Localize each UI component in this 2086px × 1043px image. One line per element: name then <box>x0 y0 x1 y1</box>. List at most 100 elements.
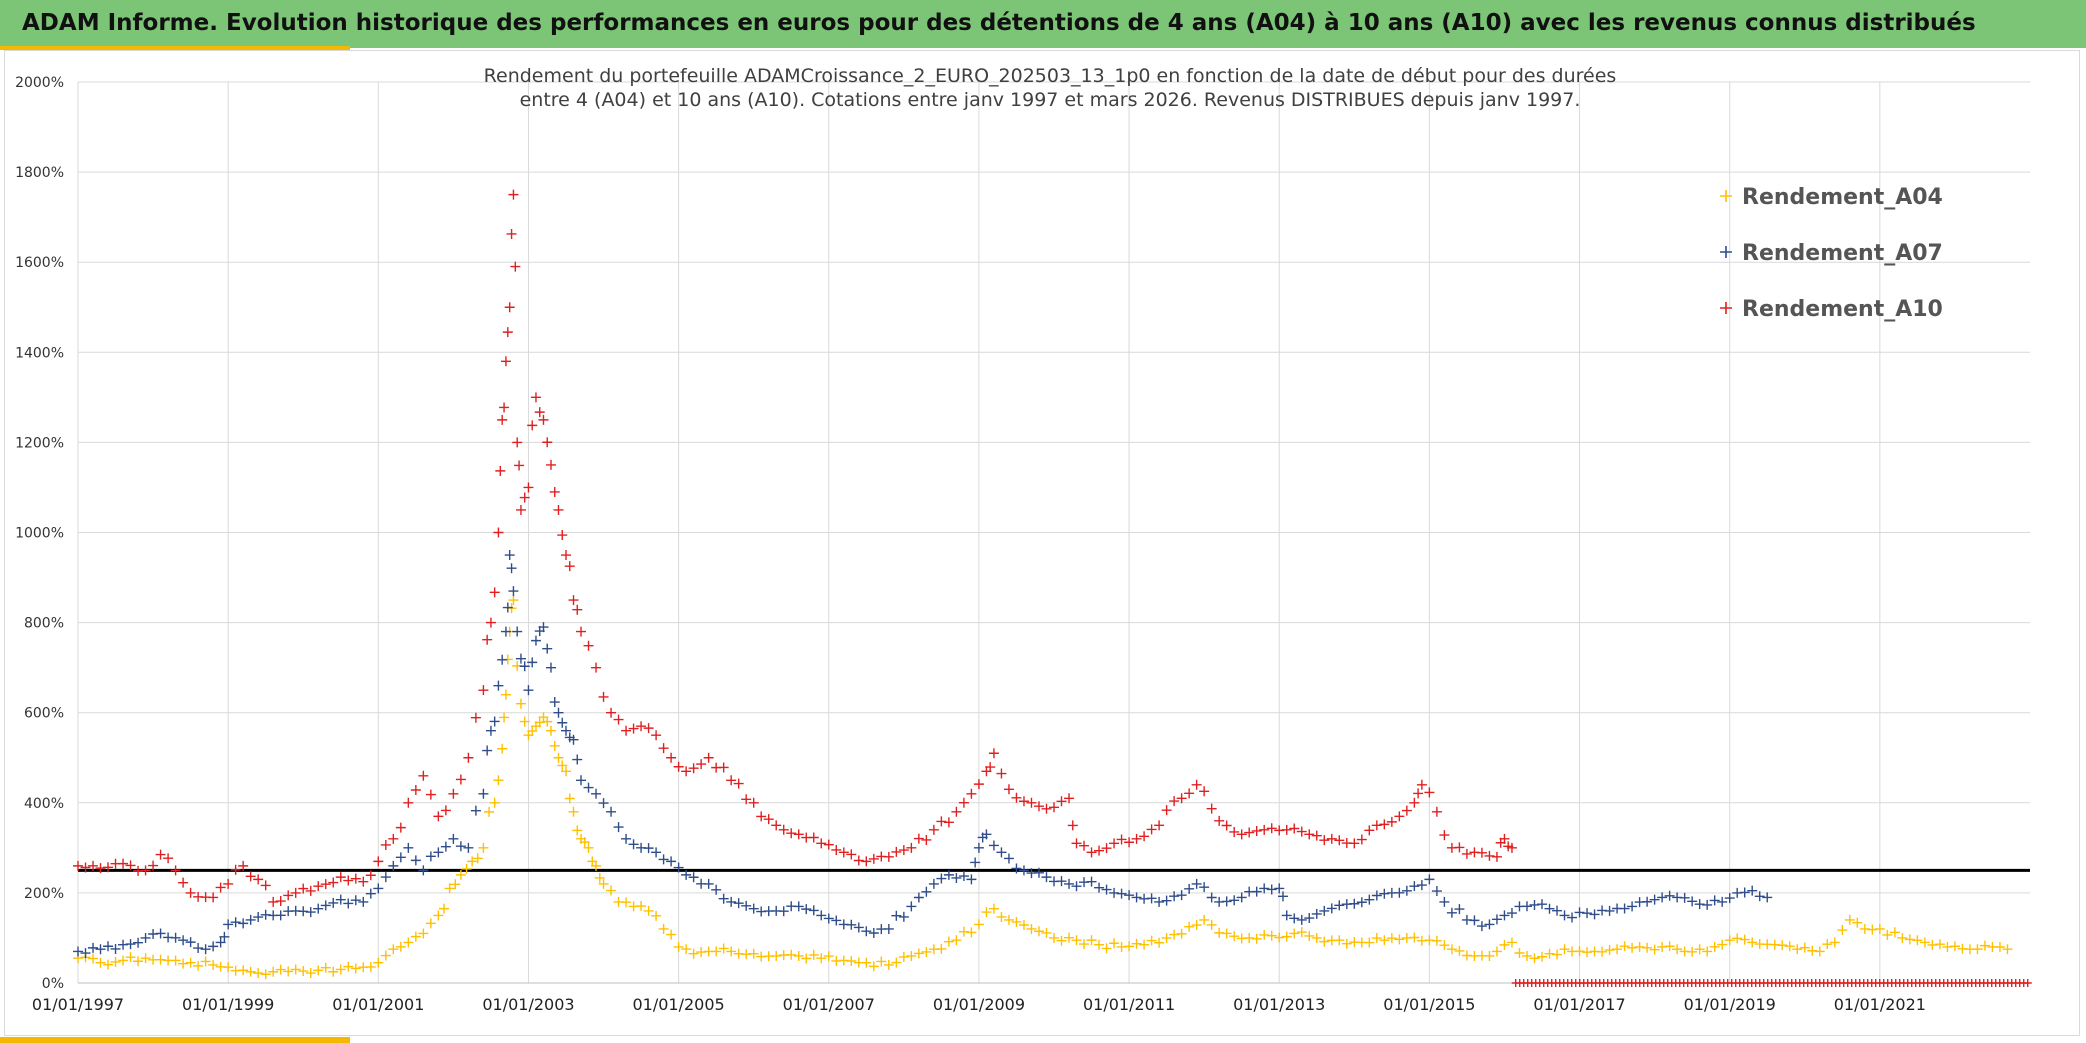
data-point-Rendement_A10 <box>891 846 902 857</box>
data-point-Rendement_A10 <box>572 604 583 615</box>
data-point-Rendement_A04 <box>1972 944 1983 955</box>
data-point-Rendement_A07 <box>711 884 722 895</box>
data-point-Rendement_A10 <box>519 492 530 503</box>
data-point-Rendement_A07 <box>748 903 759 914</box>
x-tick-label: 01/01/2001 <box>332 995 424 1014</box>
data-point-Rendement_A10 <box>1086 847 1097 858</box>
data-point-Rendement_A10 <box>748 797 759 808</box>
x-tick-label: 01/01/2005 <box>633 995 725 1014</box>
data-point-Rendement_A07 <box>1191 878 1202 889</box>
data-point-Rendement_A04 <box>861 957 872 968</box>
data-point-Rendement_A10 <box>178 877 189 888</box>
data-point-Rendement_A07 <box>1364 894 1375 905</box>
data-point-Rendement_A04 <box>1919 937 1930 948</box>
data-point-Rendement_A07 <box>643 843 654 854</box>
y-axis: 0% 200% 400% 600% 800% 1000% 1200% 1400% 1600% 18… <box>15 75 64 992</box>
data-point-Rendement_A04 <box>493 775 504 786</box>
data-point-Rendement_A04 <box>1912 935 1923 946</box>
data-point-Rendement_A10 <box>1251 825 1262 836</box>
data-point-Rendement_A04 <box>1634 941 1645 952</box>
data-point-Rendement_A10 <box>703 752 714 763</box>
data-point-Rendement_A07 <box>185 937 196 948</box>
data-point-Rendement_A04 <box>1724 935 1735 946</box>
data-point-Rendement_A07 <box>1379 888 1390 899</box>
x-tick-label: 01/01/2019 <box>1684 995 1776 1014</box>
data-point-Rendement_A04 <box>1229 931 1240 942</box>
data-point-Rendement_A07 <box>1003 853 1014 864</box>
data-point-Rendement_A04 <box>1094 939 1105 950</box>
y-tick-label: 1000% <box>15 526 64 542</box>
data-point-Rendement_A10 <box>606 707 617 718</box>
data-point-Rendement_A04 <box>373 957 384 968</box>
data-point-Rendement_A04 <box>1124 941 1135 952</box>
data-point-Rendement_A10 <box>508 189 519 200</box>
data-point-Rendement_A07 <box>568 734 579 745</box>
data-point-Rendement_A04 <box>1612 944 1623 955</box>
data-point-Rendement_A07 <box>1296 914 1307 925</box>
chart-grid <box>77 81 2030 984</box>
data-point-Rendement_A04 <box>335 964 346 975</box>
data-point-Rendement_A10 <box>448 788 459 799</box>
data-point-Rendement_A07 <box>275 910 286 921</box>
data-point-Rendement_A07 <box>489 716 500 727</box>
data-point-Rendement_A04 <box>1206 919 1217 930</box>
data-point-Rendement_A10 <box>816 838 827 849</box>
data-point-Rendement_A07 <box>966 874 977 885</box>
data-point-Rendement_A04 <box>606 885 617 896</box>
data-point-Rendement_A07 <box>921 886 932 897</box>
data-point-Rendement_A07 <box>512 626 523 637</box>
data-point-Rendement_A04 <box>1672 944 1683 955</box>
data-point-Rendement_A04 <box>564 793 575 804</box>
data-point-Rendement_A07 <box>681 869 692 880</box>
y-tick-label: 1400% <box>15 345 64 361</box>
data-point-Rendement_A10 <box>1424 787 1435 798</box>
data-point-Rendement_A04 <box>380 950 391 961</box>
data-point-Rendement_A07 <box>891 910 902 921</box>
data-point-Rendement_A10 <box>1003 784 1014 795</box>
data-point-Rendement_A04 <box>1544 948 1555 959</box>
data-point-Rendement_A04 <box>1597 946 1608 957</box>
data-point-Rendement_A10 <box>1229 826 1240 837</box>
data-point-Rendement_A04 <box>1101 943 1112 954</box>
data-point-Rendement_A10 <box>598 691 609 702</box>
data-point-Rendement_A07 <box>1537 899 1547 910</box>
data-point-Rendement_A07 <box>606 806 617 817</box>
data-point-Rendement_A04 <box>425 918 436 929</box>
data-point-Rendement_A10 <box>771 820 782 831</box>
data-point-Rendement_A10 <box>253 874 264 885</box>
data-point-Rendement_A10 <box>514 460 525 471</box>
data-point-Rendement_A10 <box>1191 779 1202 790</box>
data-point-Rendement_A07 <box>425 851 436 862</box>
data-point-Rendement_A07 <box>1657 892 1668 903</box>
data-point-Rendement_A04 <box>1364 937 1375 948</box>
data-point-Rendement_A04 <box>823 951 834 962</box>
data-point-Rendement_A04 <box>579 837 590 848</box>
data-point-Rendement_A10 <box>510 261 521 272</box>
data-point-Rendement_A04 <box>223 962 234 973</box>
header-bar: ADAM Informe. Evolution historique des p… <box>0 0 2086 48</box>
x-tick-label: 01/01/1997 <box>32 995 124 1014</box>
data-point-Rendement_A10 <box>504 302 515 313</box>
data-point-Rendement_A07 <box>1319 905 1330 916</box>
data-point-Rendement_A04 <box>1664 941 1675 952</box>
data-point-Rendement_A10 <box>1184 788 1195 799</box>
data-point-Rendement_A04 <box>1071 935 1082 946</box>
data-point-Rendement_A10 <box>1067 820 1078 831</box>
data-point-Rendement_A04 <box>1041 927 1052 938</box>
data-point-Rendement_A07 <box>1266 884 1277 895</box>
data-point-Rendement_A04 <box>1026 923 1037 934</box>
data-point-Rendement_A04 <box>1191 920 1202 931</box>
data-point-Rendement_A10 <box>343 875 354 886</box>
data-point-Rendement_A04 <box>403 937 414 948</box>
data-point-Rendement_A10 <box>658 743 669 754</box>
data-point-Rendement_A10 <box>1506 842 1517 853</box>
data-point-Rendement_A07 <box>253 912 264 923</box>
data-point-Rendement_A10 <box>485 617 496 628</box>
data-point-Rendement_A04 <box>898 951 909 962</box>
data-point-Rendement_A04 <box>943 936 954 947</box>
data-point-Rendement_A07 <box>125 939 136 950</box>
data-point-Rendement_A07 <box>1521 901 1532 912</box>
data-point-Rendement_A04 <box>478 842 489 853</box>
x-tick-label: 01/01/2017 <box>1533 995 1625 1014</box>
data-point-Rendement_A10 <box>973 779 984 790</box>
